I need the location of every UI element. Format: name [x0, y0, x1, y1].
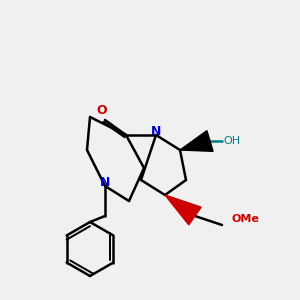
Text: O: O [97, 104, 107, 117]
Text: N: N [151, 125, 161, 139]
Polygon shape [165, 195, 201, 225]
Text: N: N [100, 176, 110, 190]
Text: O: O [184, 209, 194, 220]
Polygon shape [180, 131, 213, 151]
Text: OH: OH [224, 136, 241, 146]
Text: OMe: OMe [231, 214, 259, 224]
